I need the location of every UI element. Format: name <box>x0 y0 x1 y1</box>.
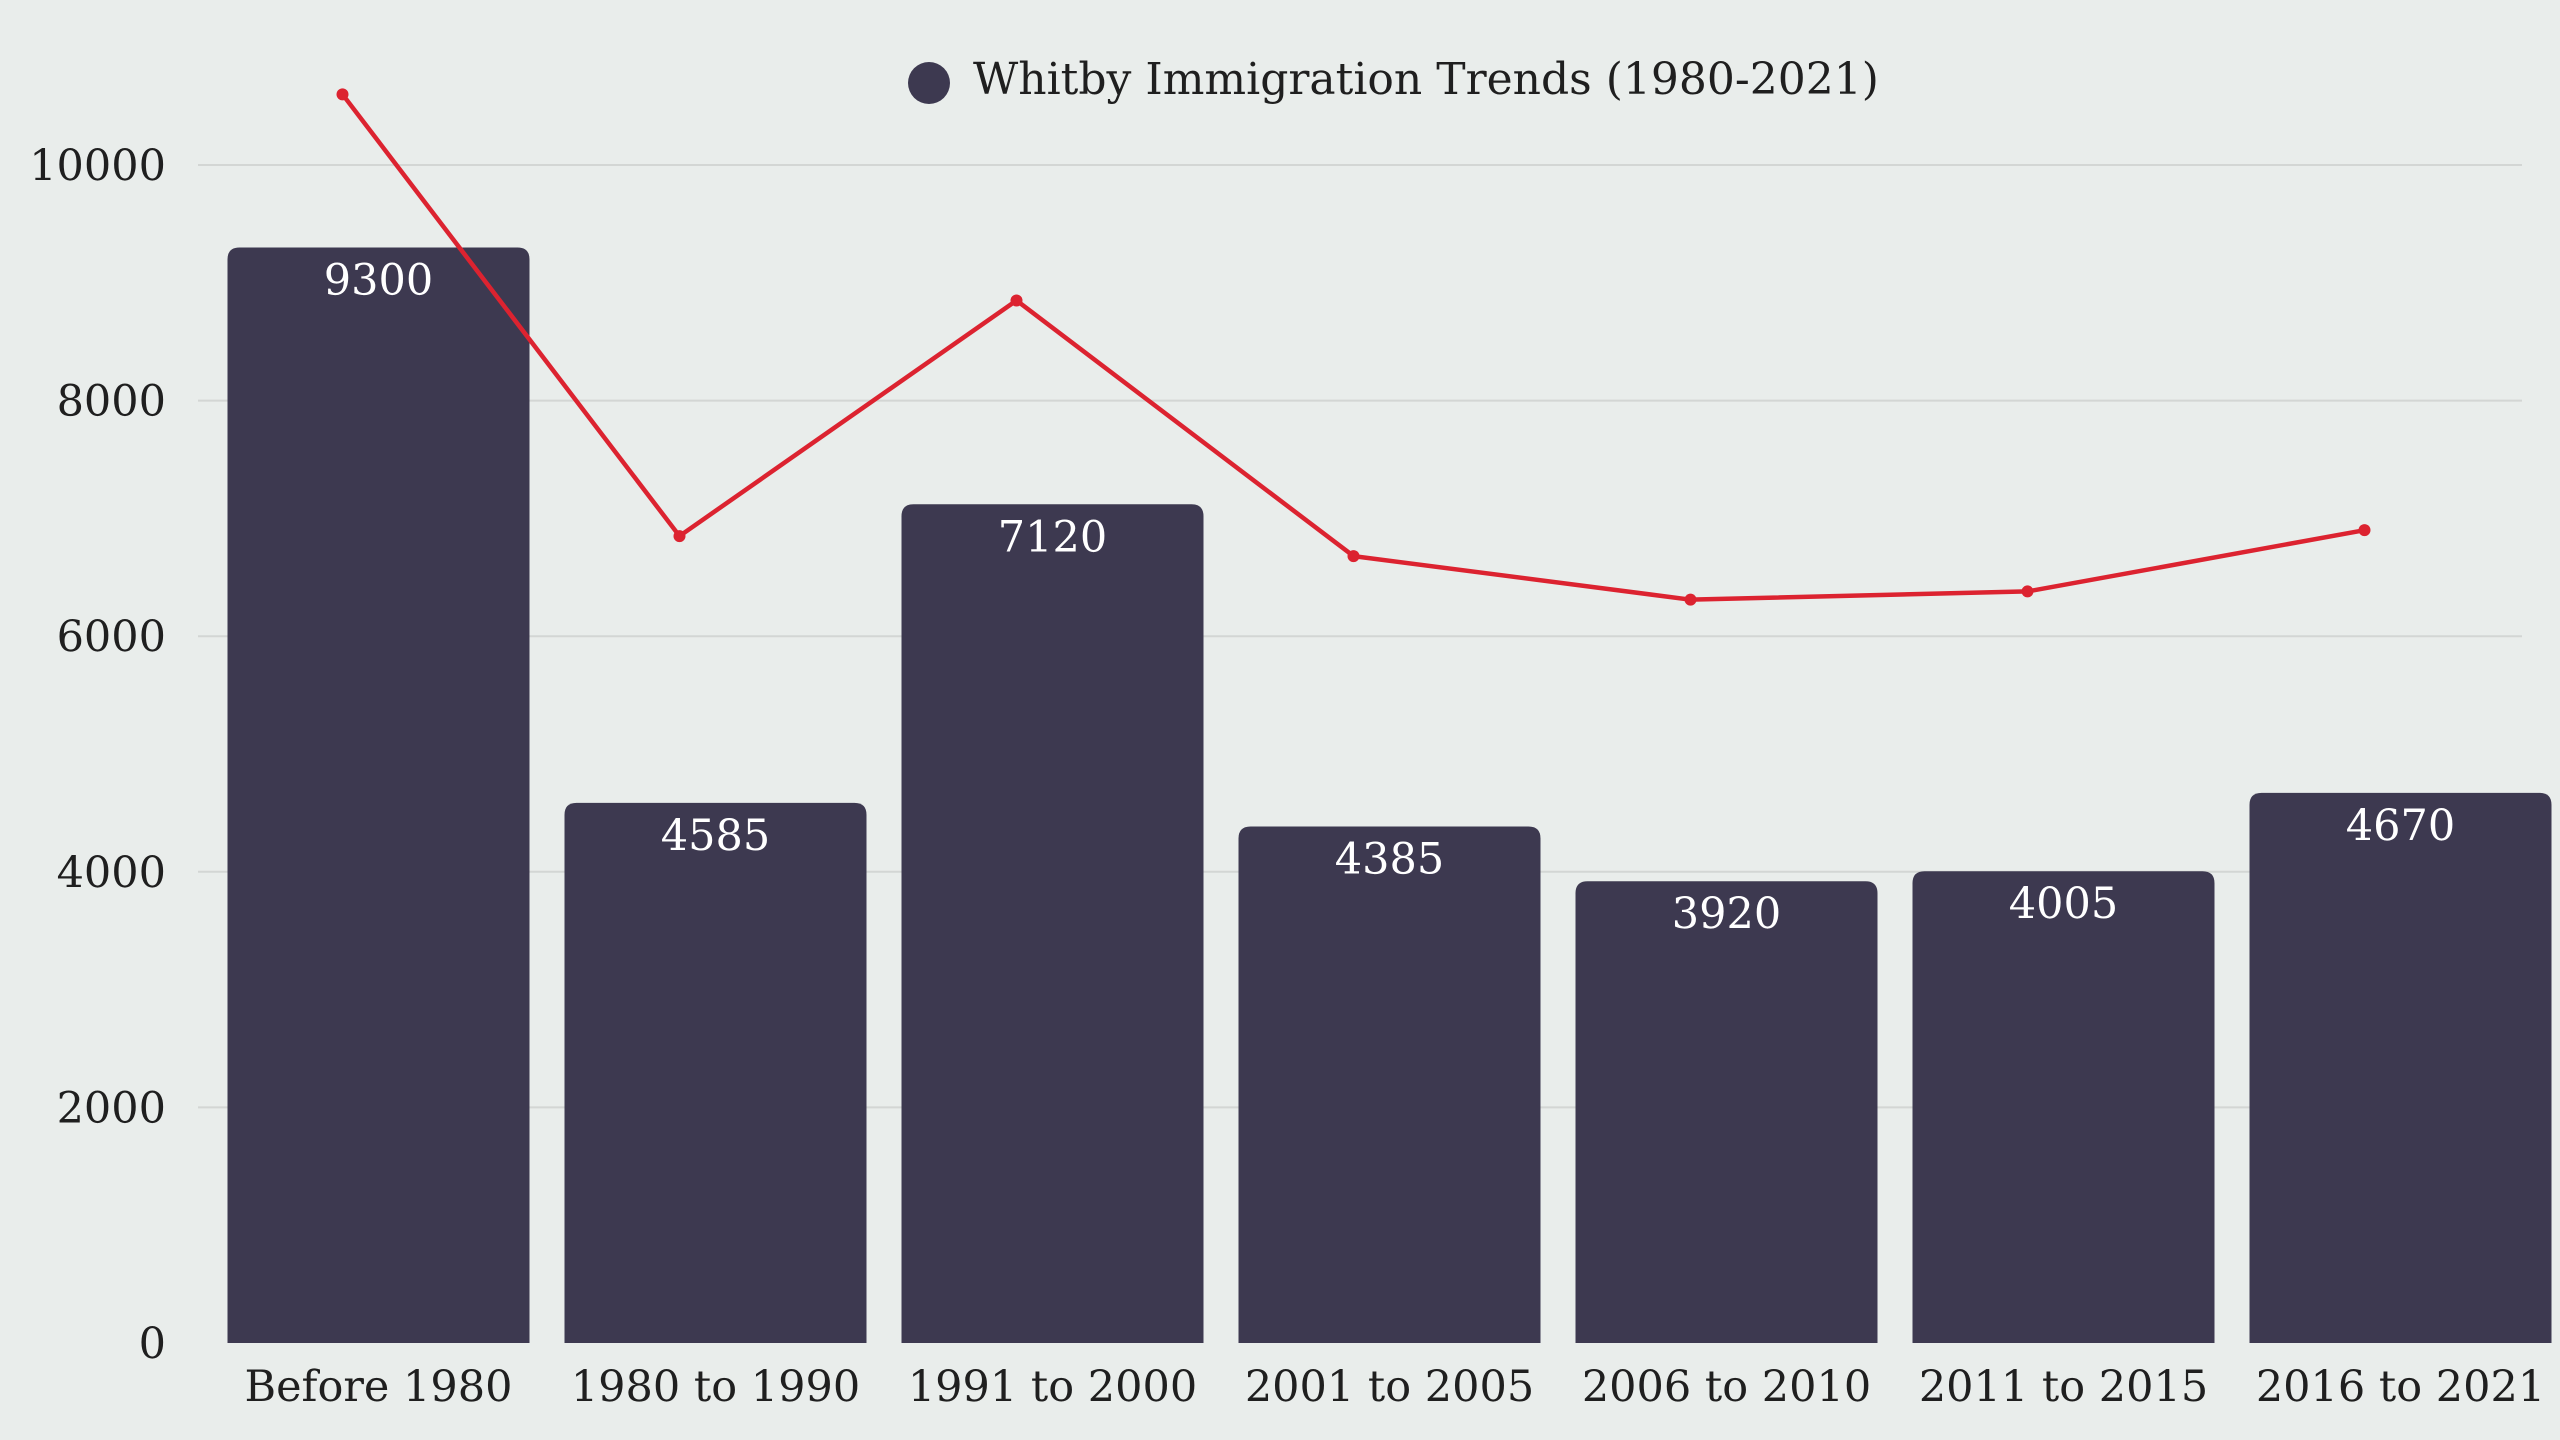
x-tick-label: 1991 to 2000 <box>908 1362 1197 1412</box>
x-tick-label: 1980 to 1990 <box>571 1362 860 1412</box>
bar-data-label: 4670 <box>2346 801 2455 851</box>
y-tick-label: 8000 <box>57 377 166 427</box>
bar-data-label: 4385 <box>1335 834 1444 884</box>
x-tick-label: Before 1980 <box>245 1362 513 1412</box>
x-tick-label: 2001 to 2005 <box>1245 1362 1534 1412</box>
bar[interactable] <box>1575 881 1878 1343</box>
bar-data-label: 3920 <box>1672 889 1781 939</box>
bar[interactable] <box>2249 792 2552 1343</box>
bar-data-label: 7120 <box>998 512 1107 562</box>
y-tick-label: 6000 <box>57 612 166 662</box>
legend[interactable]: Whitby Immigration Trends (1980-2021) <box>908 54 1879 105</box>
bar-data-labels: 9300 4585 7120 4385 3920 4005 4670 <box>324 255 2455 939</box>
bar-data-label: 9300 <box>324 255 433 305</box>
x-tick-label: 2006 to 2010 <box>1582 1362 1871 1412</box>
bar[interactable] <box>1912 871 2215 1343</box>
trend-line-point[interactable] <box>336 88 349 101</box>
trend-line-point[interactable] <box>2358 524 2371 537</box>
x-tick-label: 2016 to 2021 <box>2256 1362 2545 1412</box>
y-tick-label: 2000 <box>57 1083 166 1133</box>
trend-line-point[interactable] <box>1347 550 1360 563</box>
bar[interactable] <box>901 504 1204 1343</box>
legend-marker <box>908 62 950 104</box>
legend-label: Whitby Immigration Trends (1980-2021) <box>973 54 1879 105</box>
trend-line-point[interactable] <box>2021 585 2034 598</box>
bar[interactable] <box>1238 826 1541 1343</box>
trend-line-point[interactable] <box>673 530 686 543</box>
bar[interactable] <box>227 247 530 1344</box>
x-tick-label: 2011 to 2015 <box>1919 1362 2208 1412</box>
trend-line-point[interactable] <box>1010 294 1023 307</box>
bar-data-label: 4005 <box>2009 879 2118 929</box>
bar-data-label: 4585 <box>661 811 770 861</box>
trend-line-series <box>336 88 2371 606</box>
y-axis: 0 2000 4000 6000 8000 10000 <box>29 141 166 1369</box>
bar[interactable] <box>564 802 867 1343</box>
y-tick-label: 0 <box>139 1319 166 1369</box>
trend-line-point[interactable] <box>1684 593 1697 606</box>
x-axis: Before 1980 1980 to 1990 1991 to 2000 2001 … <box>245 1362 2546 1412</box>
y-tick-label: 4000 <box>57 848 166 898</box>
y-tick-label: 10000 <box>29 141 166 191</box>
trend-line <box>340 92 2367 602</box>
bars <box>227 247 2552 1344</box>
